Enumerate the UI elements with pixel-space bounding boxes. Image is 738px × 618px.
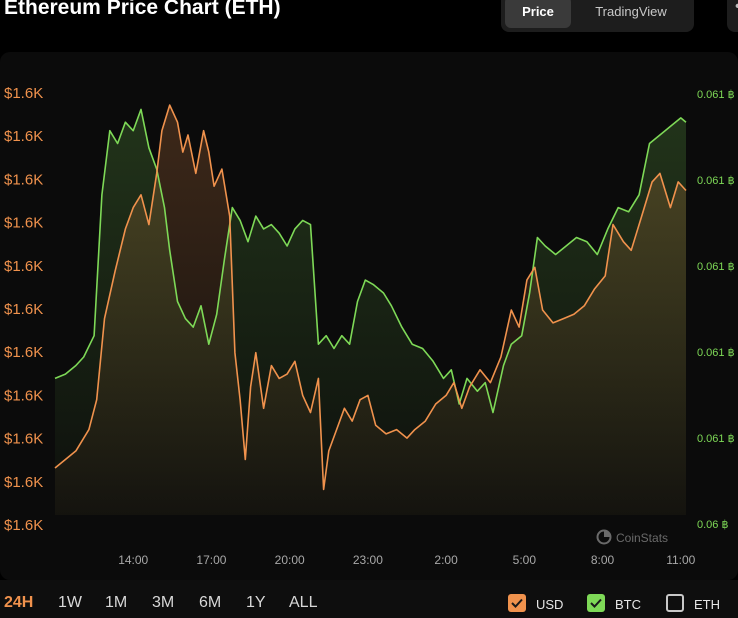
legend-eth[interactable]: ETH (666, 594, 726, 614)
range-tab-24h[interactable]: 24H (4, 594, 34, 611)
legend-btc[interactable]: BTC (587, 594, 647, 614)
range-tab-3m[interactable]: 3M (152, 594, 175, 611)
eth-checkbox[interactable] (666, 594, 684, 612)
left-tick-label: $1.6K (4, 128, 43, 145)
page-title: Ethereum Price Chart (ETH) (4, 0, 281, 19)
left-tick-label: $1.6K (4, 171, 43, 188)
x-axis: 14:00 17:00 20:00 23:00 2:00 5:00 8:00 11:00 (118, 553, 695, 567)
left-tick-label: $1.6K (4, 474, 43, 491)
right-tick-label: 0.061 ฿ (697, 261, 735, 273)
x-tick-label: 8:00 (591, 553, 615, 567)
legend-label-btc: BTC (615, 597, 641, 612)
series-areas (55, 105, 686, 516)
range-tab-1w[interactable]: 1W (58, 594, 82, 611)
range-tab-1m[interactable]: 1M (105, 594, 128, 611)
coinstats-watermark: CoinStats (596, 529, 668, 545)
more-horizontal-icon: ••• (735, 0, 738, 15)
left-tick-label: $1.6K (4, 387, 43, 404)
legend-label-eth: ETH (694, 597, 720, 612)
x-tick-label: 2:00 (434, 553, 458, 567)
right-tick-label: 0.061 ฿ (697, 89, 735, 101)
coinstats-logo-slice (604, 530, 611, 537)
tab-tradingview[interactable]: TradingView (595, 4, 667, 19)
left-tick-label: $1.6K (4, 301, 43, 318)
left-tick-label: $1.6K (4, 85, 43, 102)
range-tab-6m[interactable]: 6M (199, 594, 222, 611)
x-tick-label: 5:00 (513, 553, 537, 567)
legend-label-usd: USD (536, 597, 564, 612)
usd-checkbox[interactable] (508, 594, 526, 612)
x-tick-label: 11:00 (666, 553, 695, 567)
btc-checkbox[interactable] (587, 594, 605, 612)
range-tab-1y[interactable]: 1Y (246, 594, 266, 611)
legend-usd[interactable]: USD (508, 594, 568, 614)
right-tick-label: 0.061 ฿ (697, 433, 735, 445)
left-axis: $1.6K $1.6K $1.6K $1.6K $1.6K $1.6K $1.6K $1.6K… (4, 85, 43, 534)
view-toggle: Price TradingView (501, 0, 694, 32)
more-options-button[interactable]: ••• (727, 0, 738, 32)
left-tick-label: $1.6K (4, 258, 43, 275)
right-tick-label: 0.061 ฿ (697, 175, 735, 187)
check-icon (590, 598, 602, 608)
right-tick-label: 0.061 ฿ (697, 347, 735, 359)
check-icon (511, 598, 523, 608)
x-tick-label: 17:00 (196, 553, 226, 567)
usd-area (55, 105, 686, 515)
usd-line (54, 104, 687, 491)
left-tick-label: $1.6K (4, 215, 43, 232)
left-tick-label: $1.6K (4, 517, 43, 534)
right-axis: 0.061 ฿ 0.061 ฿ 0.061 ฿ 0.061 ฿ 0.061 ฿ 0.06 … (697, 89, 735, 531)
btc-line (54, 108, 687, 414)
left-tick-label: $1.6K (4, 431, 43, 448)
x-tick-label: 20:00 (275, 553, 305, 567)
range-tab-all[interactable]: ALL (289, 594, 318, 611)
bottom-bar: 24H 1W 1M 3M 6M 1Y ALL USD BTC ETH (0, 580, 738, 618)
x-tick-label: 14:00 (118, 553, 148, 567)
watermark-text: CoinStats (616, 531, 668, 545)
series-lines (54, 104, 687, 491)
right-tick-label: 0.06 ฿ (697, 519, 728, 531)
left-tick-label: $1.6K (4, 344, 43, 361)
x-tick-label: 23:00 (353, 553, 383, 567)
tab-price[interactable]: Price (505, 0, 571, 28)
